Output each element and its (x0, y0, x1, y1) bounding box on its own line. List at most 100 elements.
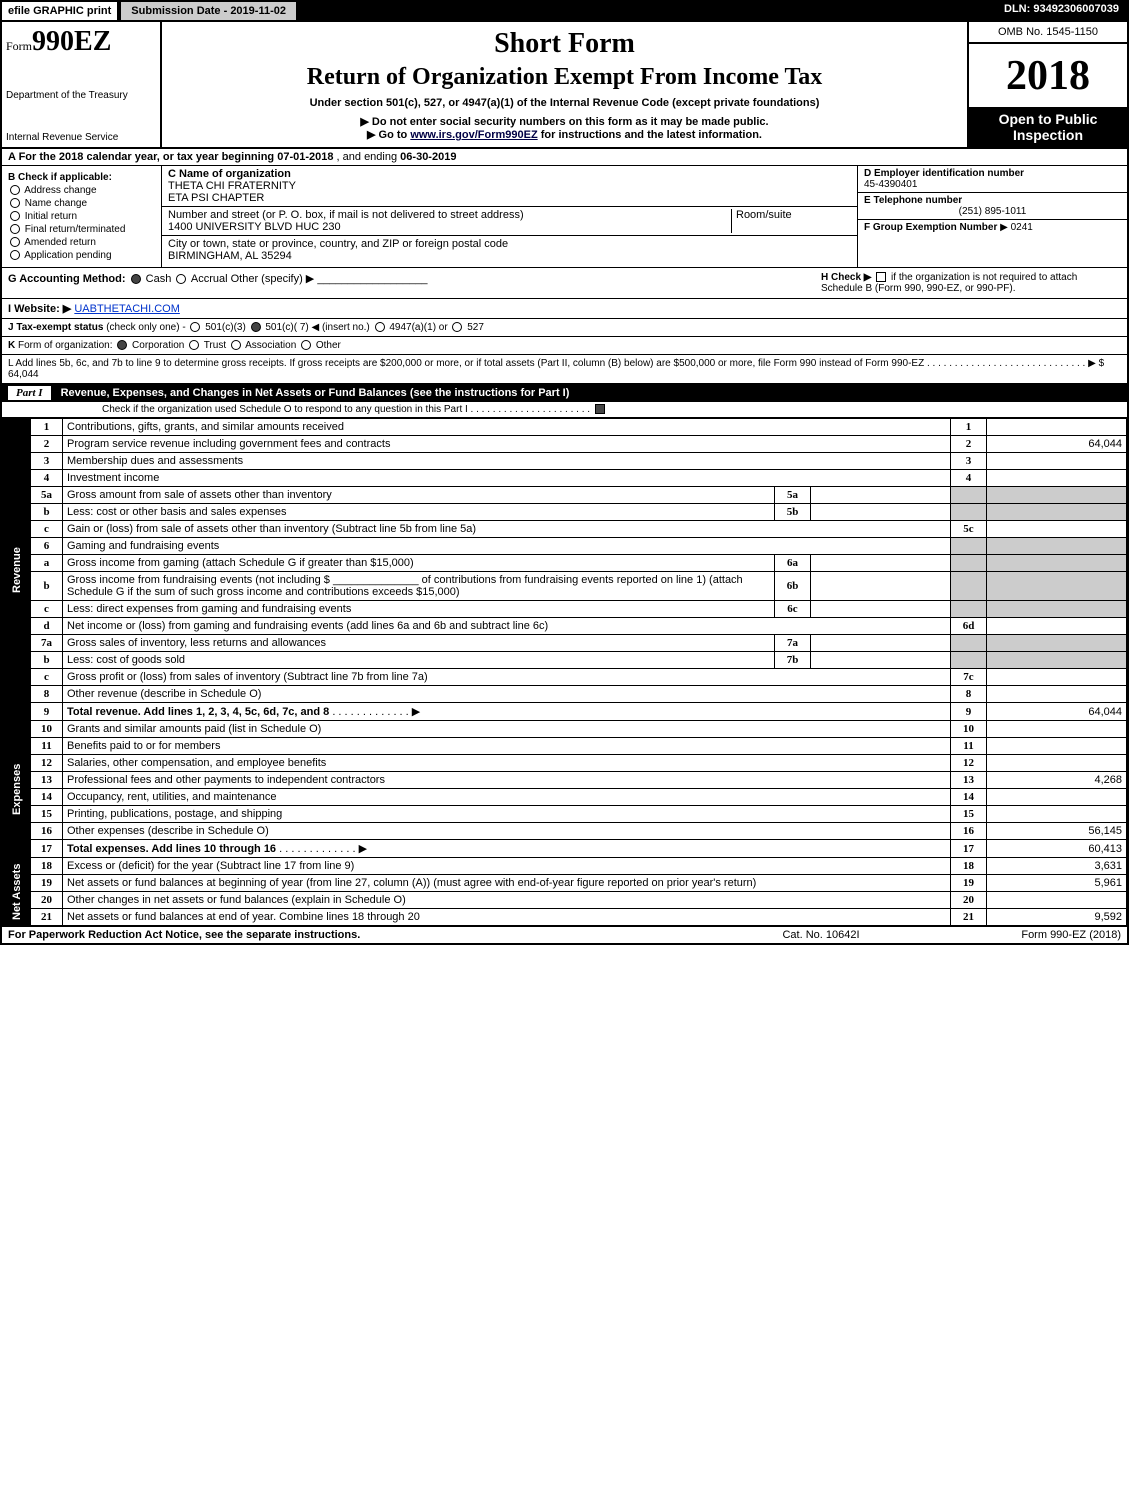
header-left: Form990EZ Department of the Treasury Int… (2, 22, 162, 147)
radio-other[interactable] (301, 340, 311, 350)
result-num: 20 (951, 892, 987, 909)
line-desc: Gross sales of inventory, less returns a… (63, 635, 775, 652)
line-desc: Excess or (deficit) for the year (Subtra… (63, 858, 951, 875)
chk-schedule-o[interactable] (595, 404, 605, 414)
line-desc: Gross income from gaming (attach Schedul… (63, 555, 775, 572)
result-val (987, 521, 1127, 538)
grey-cell (987, 601, 1127, 618)
line-row: 21Net assets or fund balances at end of … (3, 909, 1127, 926)
radio-4947[interactable] (375, 322, 385, 332)
part1-section: Part I Revenue, Expenses, and Changes in… (0, 384, 1129, 926)
line-num: c (31, 669, 63, 686)
line-row: 20Other changes in net assets or fund ba… (3, 892, 1127, 909)
line-row: 13Professional fees and other payments t… (3, 772, 1127, 789)
line-desc: Printing, publications, postage, and shi… (63, 806, 951, 823)
result-num: 16 (951, 823, 987, 840)
form-number: Form990EZ (6, 26, 156, 58)
line-num: d (31, 618, 63, 635)
line-desc: Less: cost of goods sold (63, 652, 775, 669)
row-a-mid: , and ending (337, 151, 401, 163)
short-form-title: Short Form (170, 28, 959, 60)
radio-527[interactable] (452, 322, 462, 332)
line-desc: Gross amount from sale of assets other t… (63, 487, 775, 504)
line-row: Expenses10Grants and similar amounts pai… (3, 721, 1127, 738)
line-row: bGross income from fundraising events (n… (3, 572, 1127, 601)
line-num: b (31, 572, 63, 601)
col-c: C Name of organization THETA CHI FRATERN… (162, 166, 857, 267)
line-desc: Contributions, gifts, grants, and simila… (63, 419, 951, 436)
result-val: 4,268 (987, 772, 1127, 789)
radio-501c[interactable] (251, 322, 261, 332)
c-addr: 1400 UNIVERSITY BLVD HUC 230 (168, 221, 731, 233)
chk-address-change[interactable]: Address change (8, 185, 155, 196)
chk-final-return[interactable]: Final return/terminated (8, 224, 155, 235)
result-num: 3 (951, 453, 987, 470)
grey-cell (951, 487, 987, 504)
result-num: 10 (951, 721, 987, 738)
radio-501c3[interactable] (190, 322, 200, 332)
part1-check-o: Check if the organization used Schedule … (2, 402, 1127, 418)
line-desc: Other revenue (describe in Schedule O) (63, 686, 951, 703)
line-num: c (31, 521, 63, 538)
line-num: c (31, 601, 63, 618)
chk-initial-return[interactable]: Initial return (8, 211, 155, 222)
result-num: 5c (951, 521, 987, 538)
radio-trust[interactable] (189, 340, 199, 350)
result-val (987, 806, 1127, 823)
col-b: B Check if applicable: Address change Na… (2, 166, 162, 267)
chk-schedule-b[interactable] (876, 272, 886, 282)
mid-num: 7b (775, 652, 811, 669)
e-label: E Telephone number (864, 195, 962, 206)
line-num: 9 (31, 703, 63, 721)
result-val (987, 618, 1127, 635)
chk-name-change[interactable]: Name change (8, 198, 155, 209)
c-name-row: C Name of organization THETA CHI FRATERN… (162, 166, 857, 207)
chk-amended[interactable]: Amended return (8, 237, 155, 248)
row-a-end: 06-30-2019 (400, 151, 456, 163)
line-num: 7a (31, 635, 63, 652)
result-num: 1 (951, 419, 987, 436)
line-row: 3Membership dues and assessments3 (3, 453, 1127, 470)
col-de: D Employer identification number 45-4390… (857, 166, 1127, 267)
line-row: cGain or (loss) from sale of assets othe… (3, 521, 1127, 538)
lines-table: Revenue1Contributions, gifts, grants, an… (2, 418, 1127, 926)
line-num: 8 (31, 686, 63, 703)
result-num: 6d (951, 618, 987, 635)
radio-cash[interactable] (131, 274, 141, 284)
grey-cell (951, 538, 987, 555)
line-desc: Gain or (loss) from sale of assets other… (63, 521, 951, 538)
mid-val (811, 652, 951, 669)
grey-cell (951, 555, 987, 572)
line-desc: Other changes in net assets or fund bala… (63, 892, 951, 909)
row-a-pre: A For the 2018 calendar year, or tax yea… (8, 151, 277, 163)
section-label-netassets: Net Assets (3, 858, 31, 926)
line-num: 3 (31, 453, 63, 470)
website-link[interactable]: UABTHETACHI.COM (74, 303, 180, 315)
grey-cell (951, 572, 987, 601)
c-name1: THETA CHI FRATERNITY (168, 180, 851, 192)
result-num: 21 (951, 909, 987, 926)
line-desc: Occupancy, rent, utilities, and maintena… (63, 789, 951, 806)
line-num: 11 (31, 738, 63, 755)
line-row: 11Benefits paid to or for members11 (3, 738, 1127, 755)
line-row: cLess: direct expenses from gaming and f… (3, 601, 1127, 618)
line-row: 14Occupancy, rent, utilities, and mainte… (3, 789, 1127, 806)
header-center: Short Form Return of Organization Exempt… (162, 22, 967, 147)
return-title: Return of Organization Exempt From Incom… (170, 64, 959, 91)
irs-link[interactable]: www.irs.gov/Form990EZ (410, 129, 537, 141)
instr-goto: ▶ Go to www.irs.gov/Form990EZ for instru… (170, 128, 959, 141)
radio-assoc[interactable] (231, 340, 241, 350)
d-ein: D Employer identification number 45-4390… (858, 166, 1127, 193)
radio-accrual[interactable] (176, 274, 186, 284)
result-val (987, 686, 1127, 703)
identity-section: A For the 2018 calendar year, or tax yea… (0, 149, 1129, 384)
mid-num: 6c (775, 601, 811, 618)
line-row: 8Other revenue (describe in Schedule O)8 (3, 686, 1127, 703)
radio-corp[interactable] (117, 340, 127, 350)
line-desc: Net assets or fund balances at beginning… (63, 875, 951, 892)
mid-num: 7a (775, 635, 811, 652)
line-row: 4Investment income4 (3, 470, 1127, 487)
line-desc: Net income or (loss) from gaming and fun… (63, 618, 951, 635)
result-num: 15 (951, 806, 987, 823)
chk-app-pending[interactable]: Application pending (8, 250, 155, 261)
